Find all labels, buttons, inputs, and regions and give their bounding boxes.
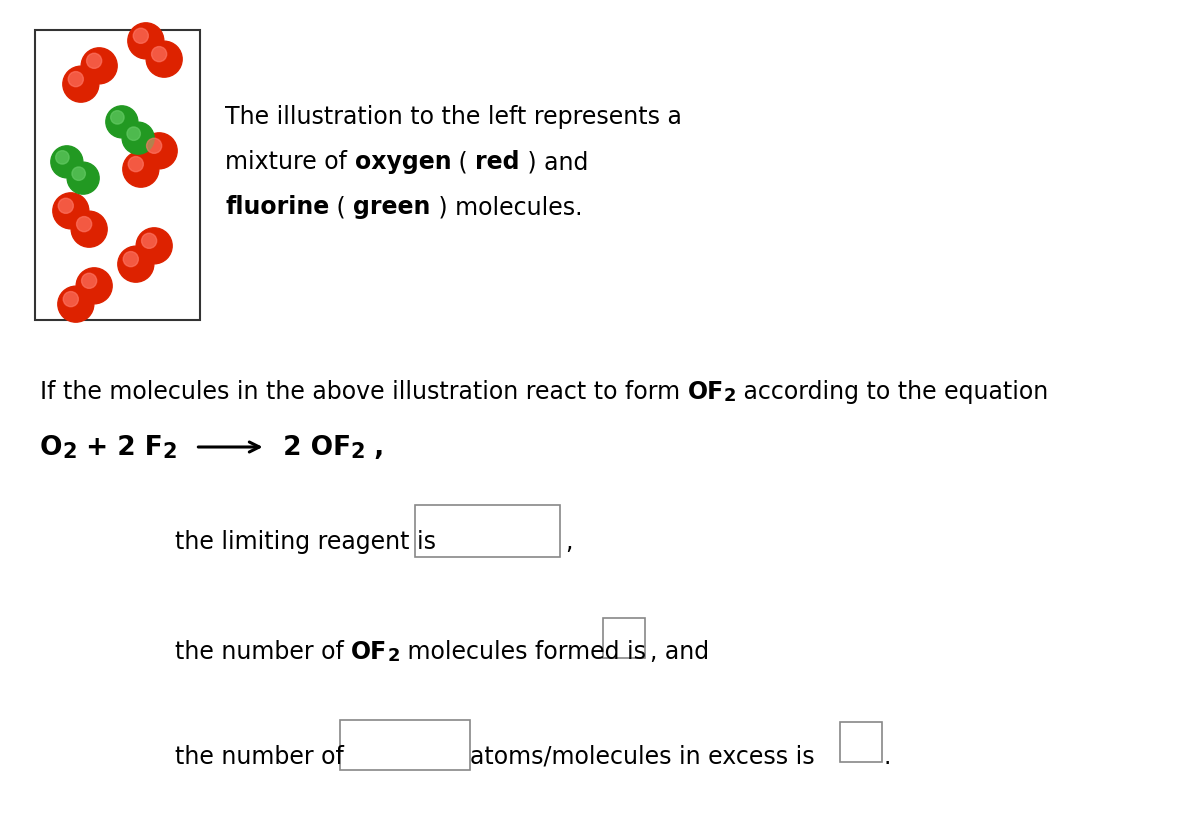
Circle shape: [77, 217, 91, 232]
Circle shape: [127, 127, 140, 140]
Circle shape: [59, 199, 73, 213]
Circle shape: [142, 233, 157, 248]
Circle shape: [128, 157, 143, 171]
Circle shape: [146, 41, 182, 77]
Circle shape: [55, 151, 70, 164]
Bar: [340, 720, 470, 770]
Text: (: (: [329, 195, 353, 219]
Text: + 2 F: + 2 F: [77, 435, 163, 461]
Text: OF: OF: [688, 380, 724, 404]
Text: the limiting reagent is: the limiting reagent is: [175, 530, 436, 554]
Text: If the molecules in the above illustration react to form: If the molecules in the above illustrati…: [40, 380, 688, 404]
Bar: [415, 505, 560, 557]
Text: according to the equation: according to the equation: [737, 380, 1049, 404]
Circle shape: [53, 193, 89, 229]
Text: 2: 2: [388, 647, 400, 665]
Circle shape: [128, 23, 164, 59]
Text: the number of: the number of: [175, 640, 352, 664]
Bar: [604, 618, 646, 658]
Circle shape: [124, 251, 138, 267]
Text: ,: ,: [565, 530, 572, 554]
Circle shape: [136, 227, 172, 264]
Bar: [35, 30, 200, 320]
Text: .: .: [884, 745, 892, 769]
Text: (: (: [451, 150, 475, 174]
Text: ) and: ) and: [520, 150, 588, 174]
Circle shape: [76, 268, 112, 304]
Circle shape: [64, 292, 78, 307]
Circle shape: [82, 274, 97, 288]
Circle shape: [122, 151, 158, 187]
Circle shape: [86, 54, 102, 68]
Text: mixture of: mixture of: [226, 150, 354, 174]
Text: ,: ,: [365, 435, 384, 461]
Circle shape: [82, 48, 118, 84]
Text: molecules formed is: molecules formed is: [400, 640, 646, 664]
Text: 2: 2: [350, 442, 365, 462]
Circle shape: [68, 72, 83, 87]
Text: OF: OF: [352, 640, 388, 664]
Circle shape: [62, 66, 98, 102]
Circle shape: [142, 133, 178, 169]
Text: 2: 2: [724, 387, 737, 405]
Text: the number of: the number of: [175, 745, 344, 769]
Text: red: red: [475, 150, 520, 174]
Text: 2 OF: 2 OF: [274, 435, 350, 461]
Circle shape: [146, 138, 162, 153]
Bar: [840, 722, 882, 762]
Text: fluorine: fluorine: [226, 195, 329, 219]
Circle shape: [151, 47, 167, 62]
Text: ) molecules.: ) molecules.: [431, 195, 582, 219]
Text: The illustration to the left represents a: The illustration to the left represents …: [226, 105, 682, 129]
Circle shape: [50, 146, 83, 178]
Circle shape: [72, 167, 85, 180]
Circle shape: [133, 28, 149, 44]
Text: , and: , and: [650, 640, 709, 664]
Text: 2: 2: [163, 442, 178, 462]
Circle shape: [67, 162, 100, 194]
Text: O: O: [40, 435, 62, 461]
Circle shape: [110, 110, 124, 124]
Circle shape: [71, 211, 107, 247]
Circle shape: [122, 122, 154, 154]
Circle shape: [118, 246, 154, 282]
Circle shape: [106, 105, 138, 138]
Text: 2: 2: [62, 442, 77, 462]
Circle shape: [58, 286, 94, 322]
Text: oxygen: oxygen: [354, 150, 451, 174]
Text: atoms/molecules in excess is: atoms/molecules in excess is: [470, 745, 815, 769]
Text: green: green: [353, 195, 431, 219]
